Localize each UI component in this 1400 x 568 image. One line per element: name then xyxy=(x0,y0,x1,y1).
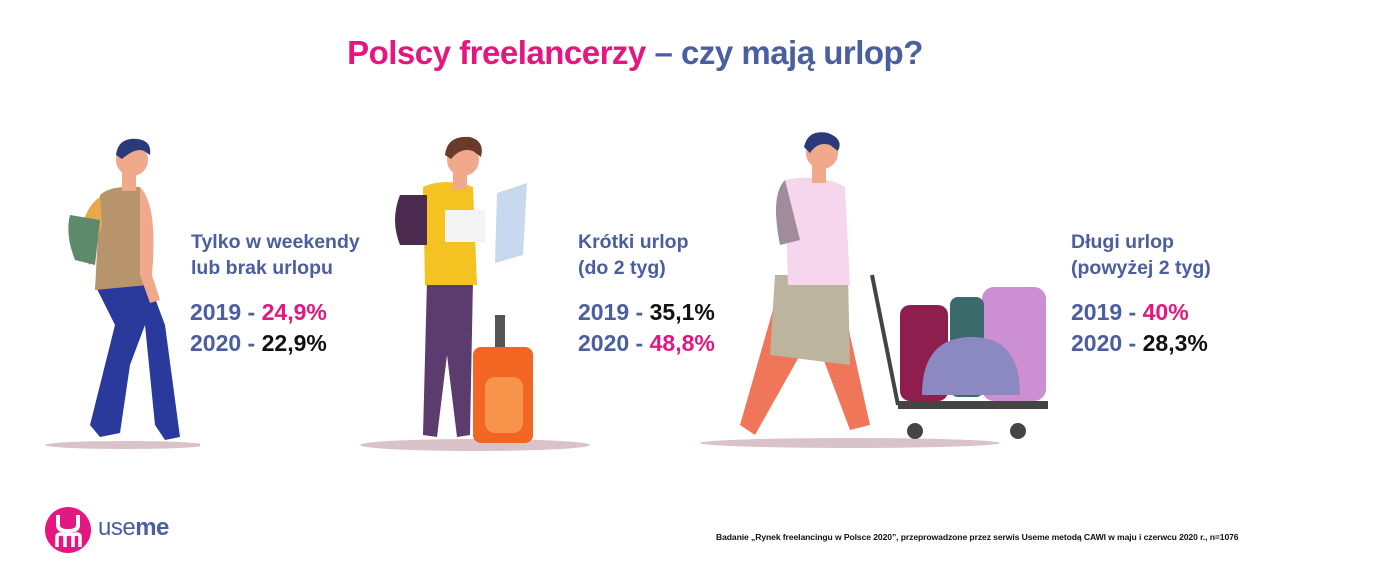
useme-logo-icon xyxy=(45,507,91,553)
category-label: Krótki urlop (do 2 tyg) xyxy=(578,229,689,281)
value-label: 24,9% xyxy=(261,299,327,325)
category-values: 2019 - 24,9% 2020 - 22,9% xyxy=(190,297,327,359)
logo-text: useme xyxy=(98,514,169,541)
value-row: 2020 - 48,8% xyxy=(578,330,715,356)
value-label: 28,3% xyxy=(1142,330,1208,356)
year-label: 2019 xyxy=(190,299,242,325)
year-label: 2020 xyxy=(190,330,242,356)
source-footnote: Badanie „Rynek freelancingu w Polsce 202… xyxy=(716,532,1239,542)
category-values: 2019 - 35,1% 2020 - 48,8% xyxy=(578,297,715,359)
value-label: 35,1% xyxy=(649,299,715,325)
category-label-line1: Krótki urlop xyxy=(578,231,689,253)
category-label: Tylko w weekendy lub brak urlopu xyxy=(191,229,360,281)
title-part2: – czy mają urlop? xyxy=(654,34,923,71)
value-label: 48,8% xyxy=(649,330,715,356)
value-label: 40% xyxy=(1142,299,1189,325)
value-row: 2020 - 22,9% xyxy=(190,330,327,356)
walking-traveler-illustration xyxy=(45,138,200,449)
title-part1: Polscy freelancerzy xyxy=(347,34,646,71)
year-label: 2020 xyxy=(578,330,630,356)
year-label: 2020 xyxy=(1071,330,1123,356)
value-row: 2020 - 28,3% xyxy=(1071,330,1208,356)
category-label-line2: (do 2 tyg) xyxy=(578,257,666,279)
category-label-line2: lub brak urlopu xyxy=(191,257,333,279)
traveler-with-trolley-illustration xyxy=(700,132,1048,448)
value-row: 2019 - 24,9% xyxy=(190,299,327,325)
page-title: Polscy freelancerzy – czy mają urlop? xyxy=(0,34,1270,72)
value-row: 2019 - 35,1% xyxy=(578,299,715,325)
value-label: 22,9% xyxy=(261,330,327,356)
year-label: 2019 xyxy=(1071,299,1123,325)
category-label-line2: (powyżej 2 tyg) xyxy=(1071,257,1211,279)
category-label-line1: Długi urlop xyxy=(1071,231,1174,253)
year-label: 2019 xyxy=(578,299,630,325)
category-label: Długi urlop (powyżej 2 tyg) xyxy=(1071,229,1211,281)
value-row: 2019 - 40% xyxy=(1071,299,1189,325)
category-label-line1: Tylko w weekendy xyxy=(191,231,360,253)
traveler-with-map-illustration xyxy=(360,136,590,451)
category-values: 2019 - 40% 2020 - 28,3% xyxy=(1071,297,1208,359)
